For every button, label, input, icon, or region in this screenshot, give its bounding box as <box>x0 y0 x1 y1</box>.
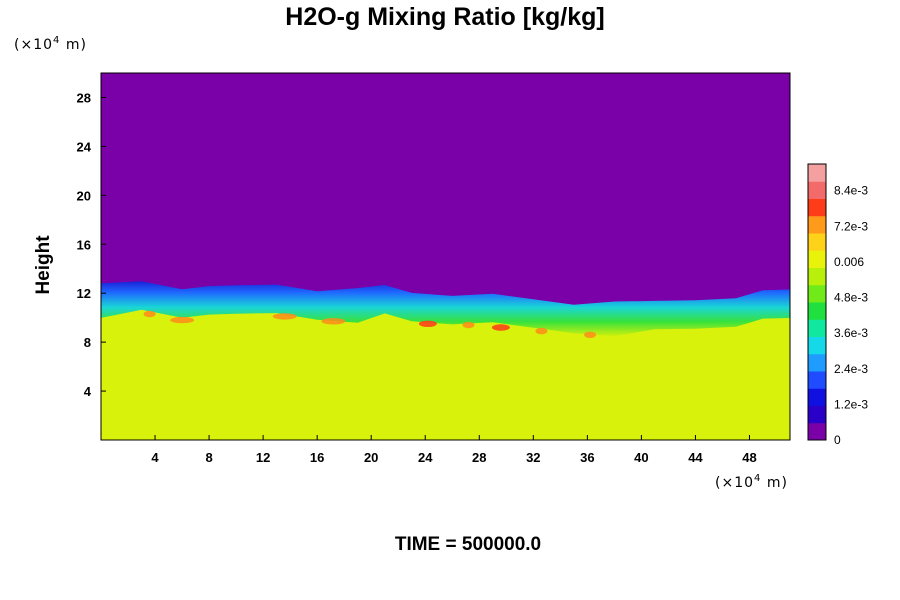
colorbar-tick-label: 0.006 <box>834 255 864 269</box>
colorbar-swatch <box>808 215 826 234</box>
colorbar-swatch <box>808 284 826 303</box>
colorbar-swatch <box>808 405 826 424</box>
field-high-value-patch <box>535 327 548 335</box>
x-axis-ticks: 4 8 12 16 20 24 28 32 36 40 44 48 <box>151 435 757 465</box>
colorbar-swatch <box>808 198 826 217</box>
y-tick-label: 4 <box>84 384 92 399</box>
field-high-value-patch <box>170 316 195 324</box>
x-tick-label: 12 <box>256 450 270 465</box>
field-high-value-patch <box>584 331 597 338</box>
y-axis-unit: (×104 m) <box>14 35 87 53</box>
y-tick-label: 16 <box>77 237 91 252</box>
y-axis-label: Height <box>33 235 54 295</box>
colorbar-tick-label: 7.2e-3 <box>834 219 868 233</box>
colorbar <box>807 163 827 441</box>
x-tick-label: 20 <box>364 450 378 465</box>
colorbar-swatch <box>808 388 826 406</box>
y-tick-label: 12 <box>77 286 91 301</box>
colorbar-swatch <box>808 319 826 337</box>
colorbar-swatch <box>808 267 826 286</box>
colorbar-tick-label: 8.4e-3 <box>834 184 868 198</box>
time-label: TIME = 500000.0 <box>395 534 541 555</box>
x-tick-label: 44 <box>688 450 703 465</box>
field-transition-band <box>101 278 790 337</box>
colorbar-swatch <box>808 250 826 268</box>
x-tick-label: 32 <box>526 450 540 465</box>
colorbar-swatch <box>808 233 826 251</box>
x-tick-label: 4 <box>151 450 159 465</box>
y-tick-label: 20 <box>77 188 91 203</box>
y-tick-label: 28 <box>77 90 91 105</box>
field-high-value-patch <box>462 321 475 329</box>
colorbar-swatch <box>808 371 826 389</box>
x-tick-label: 24 <box>418 450 433 465</box>
colorbar-tick-label: 1.2e-3 <box>834 397 868 411</box>
y-axis-ticks: 4 8 12 16 20 24 28 <box>77 90 106 399</box>
colorbar-swatch <box>808 422 826 441</box>
colorbar-tick-label: 3.6e-3 <box>834 326 868 340</box>
colorbar-swatch <box>808 164 826 182</box>
y-tick-label: 8 <box>84 335 91 350</box>
x-tick-label: 16 <box>310 450 324 465</box>
field-high-value-patch <box>321 318 346 325</box>
colorbar-tick-label: 2.4e-3 <box>834 362 868 376</box>
colorbar-frame <box>807 163 827 441</box>
colorbar-swatch <box>808 353 826 372</box>
colorbar-swatch <box>808 302 826 320</box>
field-upper-dry-layer <box>101 73 790 305</box>
colorbar-tick-label: 0 <box>834 433 841 447</box>
field-high-value-patch <box>143 310 156 318</box>
colorbar-tick-label: 4.8e-3 <box>834 291 868 305</box>
chart-title: H2O-g Mixing Ratio [kg/kg] <box>285 3 604 31</box>
y-tick-label: 24 <box>77 139 92 154</box>
x-tick-label: 40 <box>634 450 648 465</box>
colorbar-swatch <box>808 181 826 199</box>
field-high-values <box>143 310 597 338</box>
x-tick-label: 36 <box>580 450 594 465</box>
plot-area <box>101 73 790 440</box>
colorbar-ticks: 0 1.2e-3 2.4e-3 3.6e-3 4.8e-3 0.006 7.2e-3 8.4e… <box>834 184 868 447</box>
field-high-value-patch <box>491 324 510 331</box>
x-tick-label: 48 <box>742 450 756 465</box>
colorbar-swatch <box>808 336 826 355</box>
x-tick-label: 28 <box>472 450 486 465</box>
plot-frame <box>100 72 791 441</box>
field-high-value-patch <box>272 313 297 320</box>
x-axis-unit: (×104 m) <box>715 473 788 491</box>
x-tick-label: 8 <box>205 450 212 465</box>
field-high-value-patch <box>418 320 437 327</box>
